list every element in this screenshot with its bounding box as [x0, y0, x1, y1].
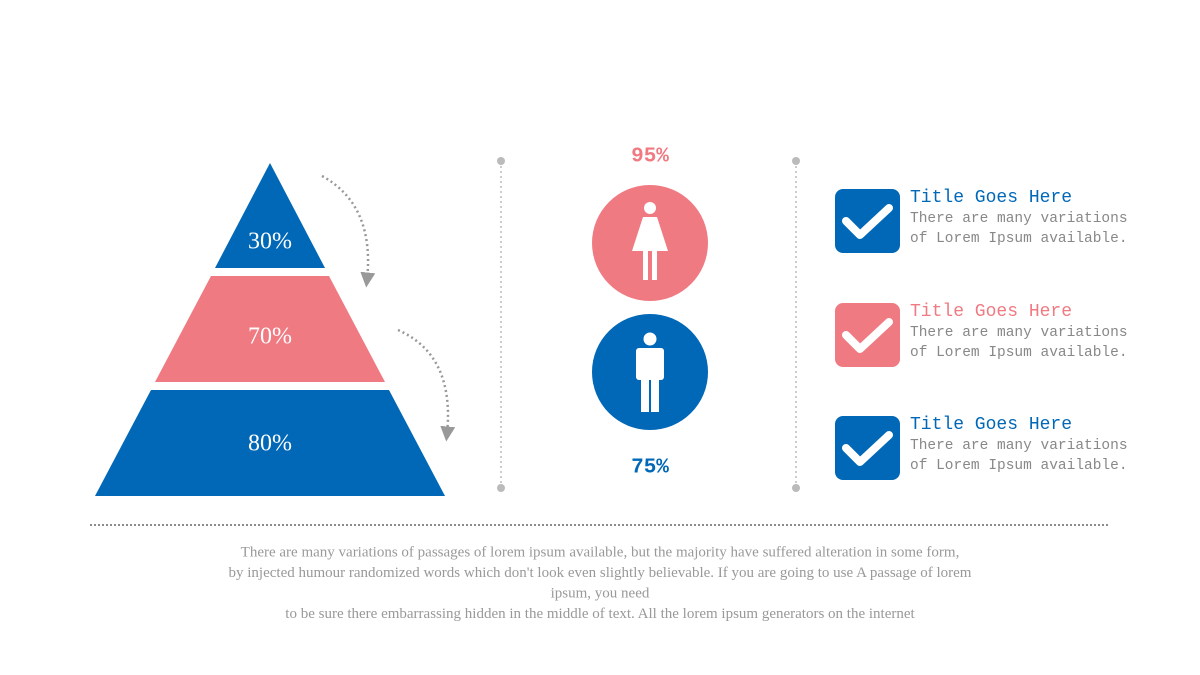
checkbox	[835, 416, 900, 480]
item-text: of Lorem Ipsum available.	[910, 458, 1128, 474]
items: Title Goes Here There are many variations…	[835, 188, 1128, 480]
item-title: Title Goes Here	[910, 415, 1072, 435]
pyramid: 30% 70% 80%	[95, 163, 456, 496]
level-label: 70%	[248, 324, 292, 350]
pyramid-middle	[155, 276, 385, 382]
item-text: There are many variations	[910, 325, 1128, 341]
pyramid-bottom	[95, 390, 445, 496]
footer-line: by injected humour randomized words whic…	[229, 565, 972, 581]
item-text: There are many variations	[910, 438, 1128, 454]
pyramid-top	[215, 163, 325, 268]
arrow	[321, 174, 376, 288]
level-label: 30%	[248, 229, 292, 255]
check-mark	[842, 204, 893, 239]
female-icon	[632, 202, 668, 280]
footer-line: ipsum, you need	[551, 585, 650, 601]
divider-dots	[497, 157, 800, 492]
item-title: Title Goes Here	[910, 302, 1072, 322]
item-title: Title Goes Here	[910, 188, 1072, 208]
footer-line: There are many variations of passages of…	[241, 544, 960, 560]
checkbox	[835, 303, 900, 367]
male-value: 75%	[631, 457, 669, 480]
arrow	[397, 328, 456, 442]
male-icon	[636, 332, 664, 412]
checkbox	[835, 189, 900, 253]
level-label: 80%	[248, 431, 292, 457]
footer-line: to be sure there embarrassing hidden in …	[285, 606, 915, 622]
footer: There are many variations of passages of…	[229, 544, 972, 622]
check-mark	[842, 318, 893, 353]
item-text: of Lorem Ipsum available.	[910, 345, 1128, 361]
item-text: There are many variations	[910, 211, 1128, 227]
check-mark	[842, 431, 893, 466]
item-text: of Lorem Ipsum available.	[910, 231, 1128, 247]
female-value: 95%	[631, 146, 669, 169]
